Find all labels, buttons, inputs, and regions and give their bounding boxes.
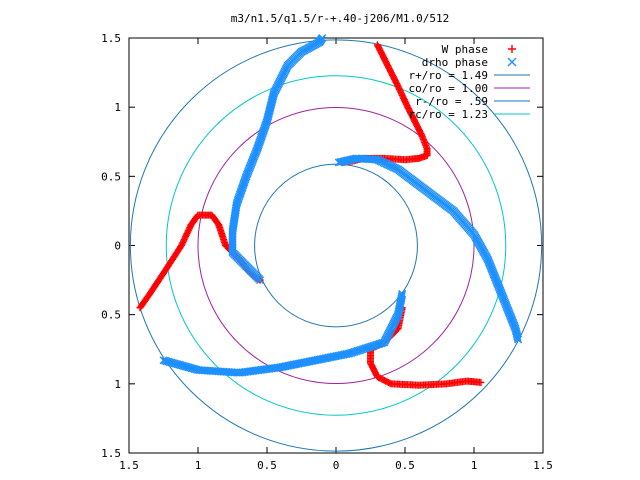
drho-phase-series bbox=[159, 34, 523, 377]
y-tick-label: 1.5 bbox=[101, 32, 121, 45]
circle-coro bbox=[197, 107, 475, 384]
y-tick-label: 1 bbox=[114, 378, 121, 391]
legend-label: rc/ro = 1.23 bbox=[409, 108, 488, 121]
x-tick-label: 1.5 bbox=[119, 459, 139, 472]
drho-phase-point bbox=[159, 356, 168, 365]
y-tick-label: 1 bbox=[114, 101, 121, 114]
drho-phase-point bbox=[161, 356, 170, 365]
legend-label: drho phase bbox=[422, 56, 488, 69]
drho-phase-point bbox=[514, 335, 523, 344]
legend-label: r-/ro = .59 bbox=[415, 95, 488, 108]
circle-rcro bbox=[165, 75, 507, 416]
w-phase-point bbox=[477, 378, 485, 386]
y-tick-label: 0 bbox=[114, 240, 121, 253]
legend-label: co/ro = 1.00 bbox=[409, 82, 488, 95]
x-tick-label: 1 bbox=[195, 459, 202, 472]
x-tick-label: 1.5 bbox=[533, 459, 553, 472]
y-tick-label: 0.5 bbox=[101, 170, 121, 183]
data-series bbox=[136, 34, 523, 389]
y-tick-label: 1.5 bbox=[101, 447, 121, 460]
legend-x-marker bbox=[507, 57, 517, 67]
drho-phase-point bbox=[318, 34, 327, 42]
w-phase-point bbox=[136, 304, 144, 312]
legend-plus-marker bbox=[508, 45, 516, 53]
x-tick-label: 0.5 bbox=[257, 459, 277, 472]
axes: 1.5 1 0.5 0 0.5 1 1.51.510.500.511.5 bbox=[101, 32, 553, 472]
chart-title: m3/n1.5/q1.5/r-+.40-j206/M1.0/512 bbox=[231, 12, 450, 25]
reference-circles bbox=[129, 39, 543, 452]
x-tick-label: 0.5 bbox=[395, 459, 415, 472]
drho-phase-point bbox=[513, 333, 522, 342]
x-tick-label: 1 bbox=[471, 459, 478, 472]
circle-rro bbox=[129, 39, 543, 452]
legend-label: W phase bbox=[442, 43, 488, 56]
legend-label: r+/ro = 1.49 bbox=[409, 69, 488, 82]
y-tick-label: 0.5 bbox=[101, 309, 121, 322]
x-tick-label: 0 bbox=[333, 459, 340, 472]
circle-rro bbox=[254, 163, 418, 328]
w-phase-point bbox=[137, 302, 145, 310]
